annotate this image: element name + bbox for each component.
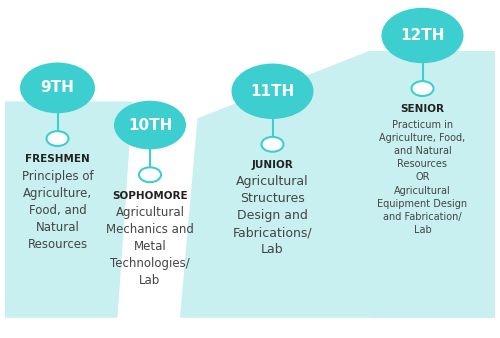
Polygon shape bbox=[180, 51, 370, 318]
Circle shape bbox=[139, 167, 161, 182]
Text: 11TH: 11TH bbox=[250, 84, 294, 99]
Text: Agricultural
Mechanics and
Metal
Technologies/
Lab: Agricultural Mechanics and Metal Technol… bbox=[106, 206, 194, 287]
Circle shape bbox=[20, 63, 95, 113]
Text: 12TH: 12TH bbox=[400, 28, 445, 43]
Circle shape bbox=[382, 8, 464, 63]
Text: Practicum in
Agriculture, Food,
and Natural
Resources
OR
Agricultural
Equipment : Practicum in Agriculture, Food, and Natu… bbox=[378, 120, 468, 235]
Text: FRESHMEN: FRESHMEN bbox=[25, 154, 90, 165]
Text: Agricultural
Structures
Design and
Fabrications/
Lab: Agricultural Structures Design and Fabri… bbox=[232, 175, 312, 257]
Circle shape bbox=[232, 64, 314, 119]
Circle shape bbox=[262, 137, 283, 152]
Text: Principles of
Agriculture,
Food, and
Natural
Resources: Principles of Agriculture, Food, and Nat… bbox=[22, 170, 94, 251]
Text: JUNIOR: JUNIOR bbox=[252, 160, 294, 170]
Circle shape bbox=[412, 81, 434, 96]
Circle shape bbox=[46, 131, 68, 146]
Text: 10TH: 10TH bbox=[128, 118, 172, 132]
Text: SOPHOMORE: SOPHOMORE bbox=[112, 191, 188, 201]
Polygon shape bbox=[370, 51, 495, 318]
Text: SENIOR: SENIOR bbox=[400, 104, 444, 115]
Circle shape bbox=[114, 101, 186, 149]
Polygon shape bbox=[5, 101, 132, 318]
Text: 9TH: 9TH bbox=[40, 80, 74, 95]
